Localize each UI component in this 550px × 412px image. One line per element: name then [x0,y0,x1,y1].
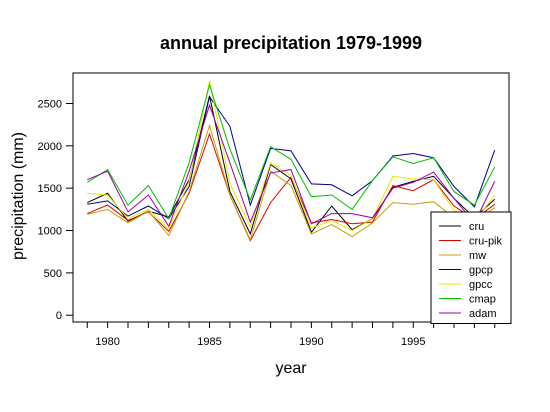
legend-label-adam: adam [469,308,497,320]
x-tick-label: 1985 [197,336,221,348]
legend-box [430,211,512,324]
legend-label-gpcc: gpcc [469,279,493,291]
y-axis-label: precipitation (mm) [10,132,27,260]
y-axis: 0 500 1000 1500 2000 2500 [38,98,74,322]
x-tick-label: 1990 [299,336,323,348]
x-tick-label: 1980 [95,336,119,348]
series-line-cru [87,95,496,236]
y-tick-label: 0 [56,310,62,322]
x-tick-label: 1995 [401,336,425,348]
chart-title: annual precipitation 1979-1999 [160,33,422,53]
legend-label-cru: cru [469,221,484,233]
y-tick-label: 1000 [38,226,62,238]
y-tick-label: 2500 [38,98,62,110]
x-axis: 1980 1985 1990 1995 [86,321,496,348]
series-line-mw [87,123,495,242]
x-axis-label: year [275,360,307,377]
legend: cru cru-pik mw gpcp gpcc cmap adam [430,211,512,324]
series-line-gpcp [87,95,496,220]
series-line-gpcc [87,80,496,232]
y-tick-label: 2000 [38,141,62,153]
y-tick-label: 1500 [38,183,62,195]
legend-label-cmap: cmap [469,294,496,306]
legend-label-gpcp: gpcp [469,265,493,277]
series-line-cmap [87,83,496,220]
series-line-adam [87,103,496,228]
legend-label-mw: mw [469,250,486,262]
legend-label-cru-pik: cru-pik [469,236,503,248]
series-line-cru-pik [87,132,495,242]
series-layer [87,80,496,242]
y-tick-label: 500 [44,268,62,280]
